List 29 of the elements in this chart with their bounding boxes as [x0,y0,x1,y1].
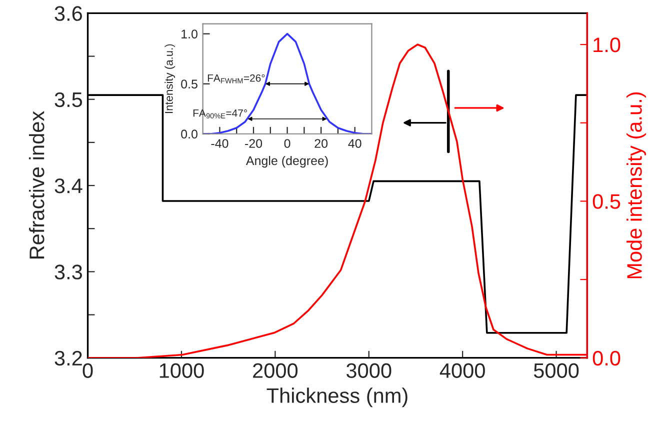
y-tick-label: 0.0 [181,130,198,139]
x-tick-label: -20 [245,139,262,148]
x-tick-label: -40 [211,139,228,148]
y-tick-label: 3.2 [54,350,82,366]
y-tick-label: 1.0 [182,30,198,38]
y-axis-title: Intensity (a.u.) [164,44,176,114]
x-tick-label: 40 [348,139,362,148]
x-tick-label: 0 [284,139,290,148]
y-axis-title: Refractive index [28,111,44,258]
x-axis-title: Thickness (nm) [266,388,408,408]
annotation: FA$_{FWHM}$=26° [208,74,265,84]
y2-axis-title: Mode intensity (a.u.) [626,92,646,278]
y-tick-label: 3.5 [54,92,82,108]
y-tick-label: 3.6 [54,6,82,21]
y2-tick-label: 0.0 [592,350,620,366]
y2-tick-label: 1.0 [594,38,620,52]
x-tick-label: 0 [82,363,93,378]
annotation: FA$_{90%E}$=47° [193,109,247,118]
y2-tick-label: 0.5 [592,194,620,209]
x-tick-label: 3000 [346,363,392,378]
x-tick-label: 5000 [534,363,579,378]
x-tick-label: 1000 [160,363,204,378]
x-tick-label: 20 [314,139,328,148]
y-tick-label: 0.5 [181,80,198,88]
x-tick-label: 2000 [253,363,298,378]
x-axis-title: Angle (degree) [246,156,328,168]
y-tick-label: 3.3 [54,264,82,280]
x-tick-label: 4000 [440,363,485,378]
y-tick-label: 3.4 [54,178,82,194]
